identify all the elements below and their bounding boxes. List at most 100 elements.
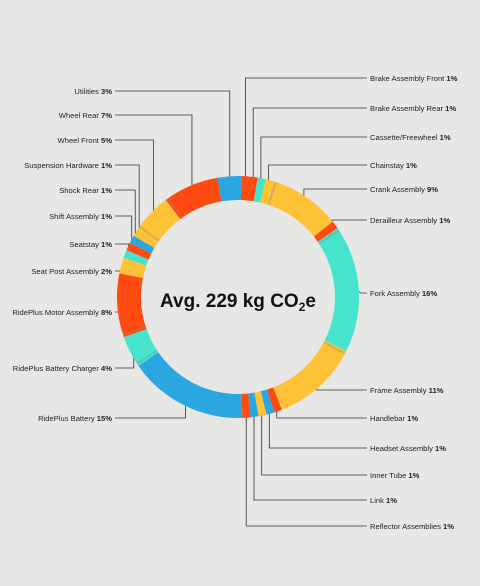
slice-label-value: 1% — [446, 74, 457, 83]
slice-label-name: RidePlus Motor Assembly — [12, 308, 101, 317]
slice-label-value: 11% — [429, 386, 444, 395]
slice-label-value: 3% — [101, 87, 112, 96]
slice-label: Handlebar 1% — [370, 414, 418, 423]
slice-label: RidePlus Battery Charger 4% — [13, 364, 112, 373]
slice-label-value: 1% — [101, 240, 112, 249]
slice-label-value: 9% — [427, 185, 438, 194]
donut-slice — [260, 389, 275, 415]
leader-line — [115, 139, 155, 216]
slice-label-name: Inner Tube — [370, 471, 408, 480]
slice-labels: Brake Assembly Front 1%Brake Assembly Re… — [12, 74, 457, 531]
slice-label-value: 1% — [406, 161, 417, 170]
slice-label-name: Derailleur Assembly — [370, 216, 439, 225]
donut-slice — [254, 391, 267, 417]
slice-label-name: Utilities — [74, 87, 101, 96]
donut-slice — [240, 176, 250, 201]
slice-stripe — [318, 229, 340, 245]
slice-label: Utilities 3% — [74, 87, 112, 96]
leader-line — [261, 411, 367, 476]
donut-slice — [266, 181, 333, 237]
slice-label-name: Handlebar — [370, 414, 407, 423]
slice-label-value: 1% — [386, 496, 397, 505]
slice-label-value: 1% — [440, 133, 451, 142]
slice-label: Cassette/Freewheel 1% — [370, 133, 451, 142]
slice-label-name: Seatstay — [69, 240, 101, 249]
donut-slice — [133, 228, 158, 248]
slice-label-value: 1% — [407, 414, 418, 423]
donut-slice — [129, 235, 155, 254]
slice-label-name: Shock Rear — [59, 186, 101, 195]
slice-label-name: RidePlus Battery Charger — [13, 364, 101, 373]
slice-stripe — [138, 225, 160, 242]
slice-label-name: Cassette/Freewheel — [370, 133, 440, 142]
slice-stripe — [238, 393, 242, 418]
slice-label-name: Brake Assembly Front — [370, 74, 446, 83]
donut-slice — [138, 352, 243, 418]
donut-slice — [138, 199, 181, 243]
slice-label-value: 1% — [445, 104, 456, 113]
slice-label-value: 8% — [101, 308, 112, 317]
slice-label: Headset Assembly 1% — [370, 444, 446, 453]
donut-slice — [116, 273, 147, 338]
donut-slice — [260, 179, 274, 205]
slice-label: Wheel Front 5% — [58, 136, 113, 145]
chart-title-subscript: 2 — [299, 300, 306, 314]
slice-label: Fork Assembly 16% — [370, 289, 437, 298]
slice-label-name: Wheel Rear — [59, 111, 101, 120]
slice-label-name: Shift Assembly — [49, 212, 101, 221]
slice-label: RidePlus Battery 15% — [38, 414, 112, 423]
slice-label: Seat Post Assembly 2% — [31, 267, 112, 276]
slice-label: Reflector Assemblies 1% — [370, 522, 454, 531]
donut-slice — [273, 340, 347, 410]
leader-line — [115, 401, 186, 419]
donut-slice — [247, 176, 258, 202]
slice-label-name: Headset Assembly — [370, 444, 435, 453]
slice-label: Derailleur Assembly 1% — [370, 216, 450, 225]
slice-label-value: 1% — [408, 471, 419, 480]
slice-label: Seatstay 1% — [69, 240, 112, 249]
leader-line — [303, 188, 367, 201]
leader-line — [268, 409, 367, 449]
chart-title: Avg. 229 kg CO2e — [160, 291, 316, 314]
donut-ring — [116, 176, 359, 418]
slice-label: Wheel Rear 7% — [59, 111, 112, 120]
donut-slice — [165, 177, 222, 220]
slice-label-name: Frame Assembly — [370, 386, 429, 395]
slice-label-value: 4% — [101, 364, 112, 373]
donut-slice — [126, 242, 152, 260]
donut-slice — [267, 387, 282, 413]
slice-label-name: Reflector Assemblies — [370, 522, 443, 531]
donut-slice — [119, 257, 147, 279]
slice-label: Crank Assembly 9% — [370, 185, 438, 194]
slice-label: Link 1% — [370, 496, 397, 505]
slice-label: Inner Tube 1% — [370, 471, 420, 480]
slice-label: Chainstay 1% — [370, 161, 417, 170]
slice-label-value: 1% — [439, 216, 450, 225]
leader-line — [245, 77, 367, 181]
slice-label: Shock Rear 1% — [59, 186, 112, 195]
leader-line — [253, 412, 367, 501]
leader-line — [115, 90, 231, 181]
leader-line — [316, 383, 367, 391]
slice-stripe — [122, 326, 147, 336]
donut-slice — [123, 329, 159, 366]
leader-line — [276, 407, 367, 419]
slice-label-name: Seat Post Assembly — [31, 267, 101, 276]
slice-label-value: 16% — [422, 289, 437, 298]
slice-label-value: 7% — [101, 111, 112, 120]
slice-label: Brake Assembly Rear 1% — [370, 104, 456, 113]
slice-stripe — [167, 197, 183, 219]
slice-label-value: 1% — [101, 212, 112, 221]
slice-stripe — [136, 349, 158, 365]
leader-line — [268, 164, 367, 185]
chart-title-suffix: e — [305, 291, 316, 312]
slice-label: Shift Assembly 1% — [49, 212, 112, 221]
leader-line — [115, 164, 140, 235]
leader-line — [260, 136, 367, 183]
slice-label-name: Brake Assembly Rear — [370, 104, 445, 113]
leader-line — [115, 215, 133, 249]
leader-line — [115, 189, 136, 242]
donut-slice — [241, 393, 251, 418]
leader-line — [245, 413, 367, 527]
